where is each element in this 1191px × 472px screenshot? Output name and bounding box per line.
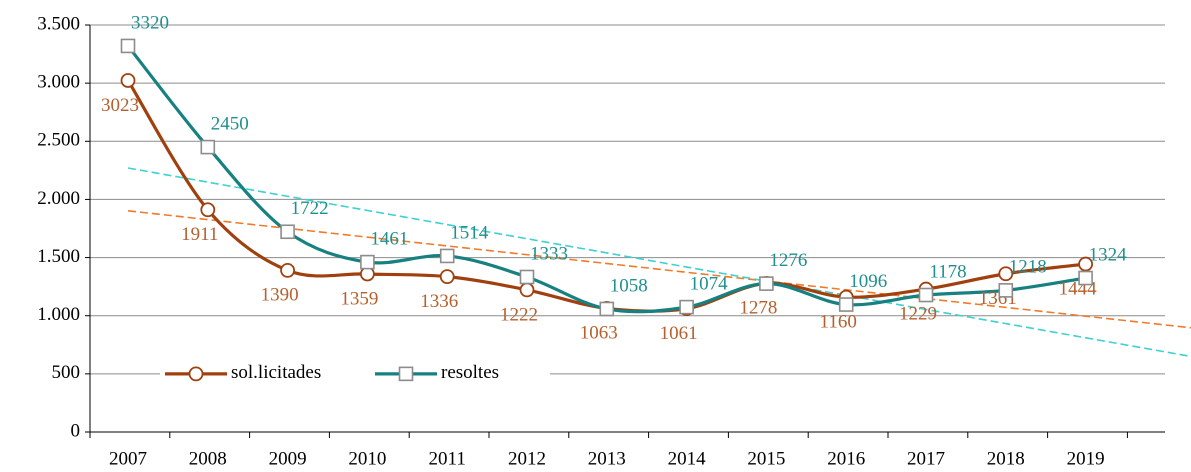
data-label: 1911: [181, 224, 218, 245]
legend-label: sol.licitades: [231, 362, 321, 383]
data-label: 1063: [580, 323, 618, 344]
data-label: 1222: [500, 304, 538, 325]
marker: [439, 269, 455, 285]
y-tick-label: 1.500: [37, 246, 80, 267]
marker: [120, 38, 136, 54]
x-tick-label: 2015: [747, 448, 785, 469]
data-label: 3023: [101, 95, 139, 116]
legend-label: resoltes: [441, 362, 499, 383]
data-label: 1722: [291, 198, 329, 219]
data-label: 1178: [929, 261, 966, 282]
data-label: 1229: [899, 303, 937, 324]
data-label: 1278: [739, 298, 777, 319]
marker: [120, 73, 136, 88]
marker: [838, 297, 854, 312]
x-tick-label: 2008: [189, 448, 227, 469]
y-tick-label: 3.500: [37, 13, 80, 34]
y-tick-label: 500: [52, 362, 81, 383]
data-label: 1514: [450, 222, 489, 243]
data-label: 1336: [420, 291, 458, 312]
y-tick-label: 2.000: [37, 188, 80, 209]
data-label: 1276: [769, 250, 807, 271]
marker: [1078, 256, 1093, 272]
y-tick-label: 0: [71, 420, 81, 441]
data-label: 1218: [1009, 257, 1047, 278]
data-label: 3320: [131, 12, 169, 33]
y-tick-label: 2.500: [37, 130, 80, 151]
marker: [200, 202, 216, 218]
x-tick-label: 2009: [269, 448, 307, 469]
marker: [360, 254, 375, 270]
x-tick-label: 2013: [588, 448, 626, 469]
x-tick-label: 2018: [987, 448, 1025, 469]
marker: [998, 266, 1014, 282]
x-tick-label: 2014: [668, 448, 707, 469]
marker: [918, 287, 934, 303]
x-tick-label: 2017: [907, 448, 945, 469]
marker: [280, 262, 296, 278]
x-tick-label: 2012: [508, 448, 546, 469]
data-label: 1333: [530, 243, 568, 264]
data-label: 1058: [610, 275, 648, 296]
marker: [759, 276, 774, 291]
data-label: 1324: [1089, 244, 1128, 265]
data-label: 1061: [660, 323, 698, 344]
marker: [200, 139, 216, 155]
y-tick-label: 3.000: [37, 72, 80, 93]
x-tick-label: 2011: [429, 448, 466, 469]
data-label: 1160: [820, 311, 857, 332]
x-tick-label: 2016: [827, 448, 865, 469]
marker: [519, 269, 535, 285]
legend-marker: [188, 366, 204, 382]
x-tick-label: 2019: [1067, 448, 1105, 469]
marker: [280, 224, 295, 240]
marker: [1078, 270, 1093, 286]
marker: [519, 282, 535, 298]
marker: [679, 299, 694, 315]
marker: [359, 266, 375, 282]
data-label: 1359: [340, 288, 378, 309]
data-label: 1390: [261, 285, 299, 306]
marker: [439, 248, 455, 264]
data-label: 1461: [370, 228, 408, 249]
marker: [998, 283, 1014, 298]
data-label: 1096: [849, 271, 887, 292]
x-tick-label: 2010: [348, 448, 386, 469]
marker: [599, 301, 615, 317]
legend-marker: [398, 366, 414, 382]
data-label: 1074: [690, 273, 729, 294]
data-label: 2450: [211, 113, 249, 134]
x-tick-label: 2007: [109, 448, 147, 469]
y-tick-label: 1.000: [37, 304, 80, 325]
series-line: [126, 44, 1086, 314]
trend-line: [127, 167, 1191, 358]
